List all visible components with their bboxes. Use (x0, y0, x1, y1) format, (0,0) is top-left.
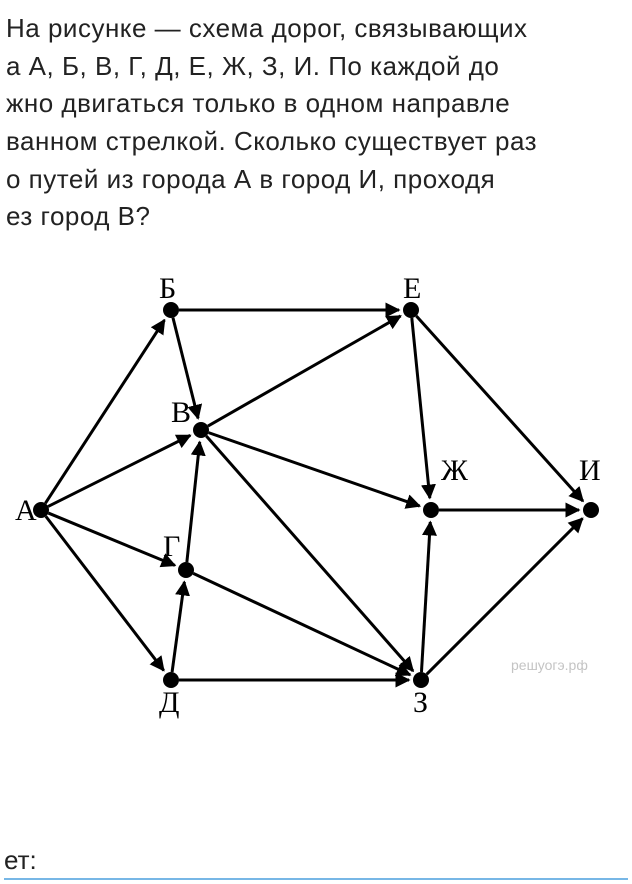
node-label-Z: З (413, 686, 428, 719)
node-label-E: Е (403, 272, 421, 305)
road-graph: А Б В Г Д Е Ж З И решуогэ.рф (11, 250, 621, 740)
edge-D-G (172, 582, 184, 672)
problem-line-5: о путей из города А в город И, проходя (6, 164, 495, 194)
edge-A-B (45, 320, 164, 503)
node-label-V: В (171, 396, 191, 429)
edge-V-Zh (209, 433, 420, 506)
edge-G-V (187, 442, 200, 562)
edge-Z-Zh (421, 522, 430, 672)
answer-section: ет: (0, 845, 632, 884)
edge-A-G (48, 513, 175, 565)
node-label-B: Б (159, 272, 176, 305)
node-label-I: И (579, 454, 601, 487)
answer-label: ет: (0, 845, 632, 876)
edge-V-E (208, 316, 401, 426)
node-label-A: А (15, 494, 37, 527)
edge-Z-I (427, 519, 583, 675)
page: На рисунке — схема дорог, связывающих а … (0, 0, 632, 884)
edge-V-Z (206, 436, 413, 671)
answer-input-line[interactable] (4, 878, 628, 880)
problem-line-4: ванном стрелкой. Сколько существует раз (6, 126, 537, 156)
node-G (178, 562, 194, 578)
watermark-text: решуогэ.рф (511, 657, 588, 673)
node-I (583, 502, 599, 518)
problem-line-1: На рисунке — схема дорог, связывающих (6, 13, 528, 43)
node-V (193, 422, 209, 438)
node-Zh (423, 502, 439, 518)
problem-line-3: жно двигаться только в одном направле (6, 88, 510, 118)
node-label-D: Д (159, 686, 179, 719)
edge-G-Z (193, 574, 410, 676)
node-label-Zh: Ж (441, 454, 468, 487)
edge-A-D (46, 516, 164, 670)
problem-text: На рисунке — схема дорог, связывающих а … (0, 0, 632, 236)
problem-line-2: а А, Б, В, Г, Д, Е, Ж, З, И. По каждой д… (6, 51, 499, 81)
edge-E-Zh (412, 318, 430, 498)
graph-container: А Б В Г Д Е Ж З И решуогэ.рф (0, 250, 632, 770)
problem-line-6: ез город В? (6, 201, 150, 231)
node-label-G: Г (163, 530, 180, 563)
edge-A-V (48, 435, 190, 506)
